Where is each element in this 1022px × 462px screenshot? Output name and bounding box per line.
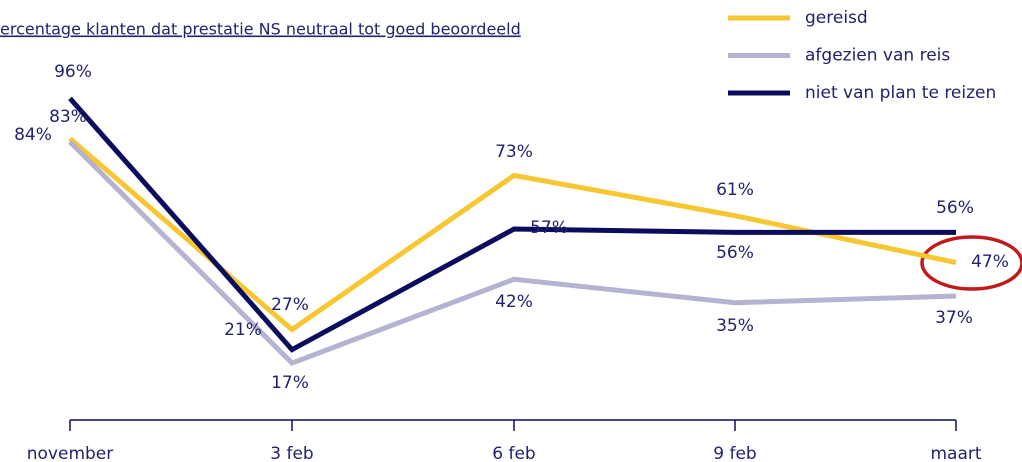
data-label: 17%: [271, 373, 309, 393]
data-label: 57%: [530, 218, 568, 238]
legend-label: niet van plan te reizen: [805, 83, 996, 103]
data-label: 96%: [54, 62, 92, 82]
data-label: 37%: [935, 308, 973, 328]
legend-label: afgezien van reis: [805, 46, 950, 66]
data-label: 47%: [971, 252, 1009, 272]
highlight-ellipse: [920, 235, 1022, 291]
x-tick-label: 6 feb: [492, 444, 535, 462]
data-label: 27%: [271, 295, 309, 315]
chart-title: ercentage klanten dat prestatie NS neutr…: [0, 20, 521, 39]
data-label: 35%: [716, 316, 754, 336]
data-label: 61%: [716, 180, 754, 200]
data-label: 83%: [49, 107, 87, 127]
legend-label: gereisd: [805, 8, 868, 28]
x-tick-label: november: [27, 444, 114, 462]
series-line: [68, 96, 956, 353]
x-tick-label: maart: [930, 444, 981, 462]
data-label: 84%: [14, 125, 52, 145]
series-line: [68, 140, 957, 366]
data-label: 21%: [224, 320, 262, 340]
data-label: 73%: [495, 142, 533, 162]
data-label: 56%: [936, 198, 974, 218]
x-tick-label: 9 feb: [713, 444, 756, 462]
x-tick-label: 3 feb: [270, 444, 313, 462]
data-label: 42%: [495, 292, 533, 312]
data-label: 56%: [716, 243, 754, 263]
